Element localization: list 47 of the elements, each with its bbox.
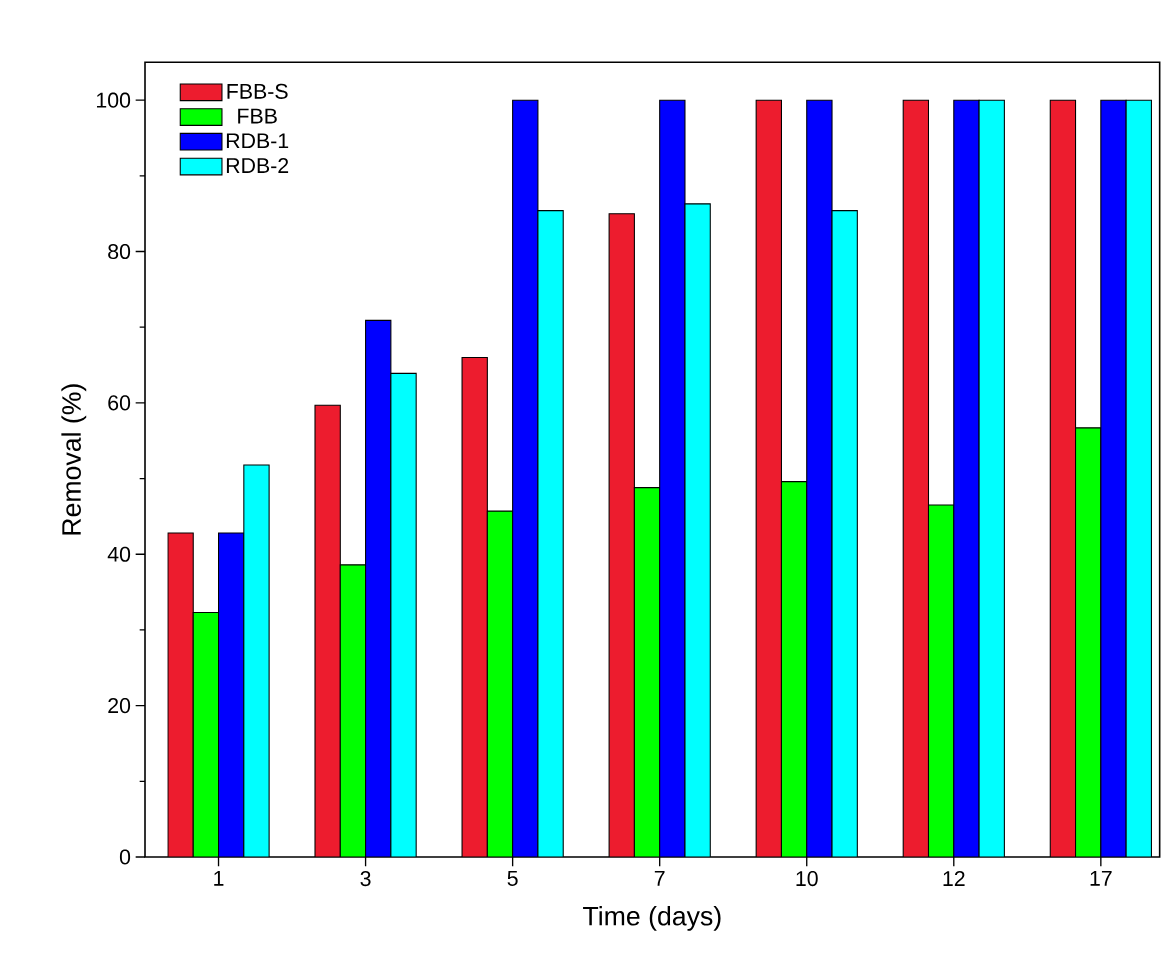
- legend-label: RDB-2: [226, 158, 289, 173]
- bar: [806, 100, 833, 857]
- bar: [953, 100, 980, 857]
- bar: [1049, 99, 1077, 857]
- bar: [634, 487, 660, 857]
- bar: [756, 100, 782, 857]
- y-tick-label: 0: [119, 849, 131, 865]
- bar: [1125, 99, 1152, 857]
- bar: [243, 464, 270, 857]
- x-tick-label: 3: [360, 871, 371, 887]
- bar: [487, 511, 513, 857]
- bar: [928, 505, 954, 857]
- bar: [832, 210, 858, 857]
- bar: [537, 210, 564, 857]
- legend-label: FBB-S: [227, 83, 288, 99]
- x-tick-label: 5: [507, 871, 518, 886]
- y-tick-label: 20: [108, 698, 131, 714]
- bar: [609, 213, 635, 857]
- x-tick-label: 7: [654, 871, 665, 886]
- bar: [781, 481, 807, 857]
- legend-label: FBB: [238, 108, 277, 124]
- y-axis-title: Removal (%): [61, 384, 87, 535]
- bar: [167, 533, 194, 857]
- y-tick-label: 40: [107, 546, 131, 562]
- bar: [462, 357, 488, 857]
- bar: [193, 612, 219, 857]
- bar: [365, 320, 391, 857]
- bar: [512, 100, 538, 857]
- bar: [979, 100, 1005, 857]
- x-tick-label: 10: [796, 871, 818, 887]
- x-axis-title: Time (days): [583, 905, 721, 931]
- bar: [218, 533, 244, 857]
- y-tick-label: 80: [108, 243, 131, 260]
- bar: [1075, 427, 1102, 857]
- bar: [903, 100, 929, 857]
- y-tick-label: 60: [108, 395, 131, 411]
- x-tick-label: 17: [1090, 871, 1112, 886]
- bar: [1100, 99, 1127, 857]
- x-tick-label: 1: [214, 871, 224, 886]
- x-tick-label: 12: [943, 871, 965, 886]
- bar: [340, 564, 366, 857]
- y-tick-label: 100: [97, 92, 131, 108]
- bar: [659, 100, 685, 857]
- bar: [684, 203, 711, 857]
- legend-label: RDB-1: [226, 133, 289, 149]
- bar: [315, 405, 341, 857]
- bar: [390, 373, 417, 857]
